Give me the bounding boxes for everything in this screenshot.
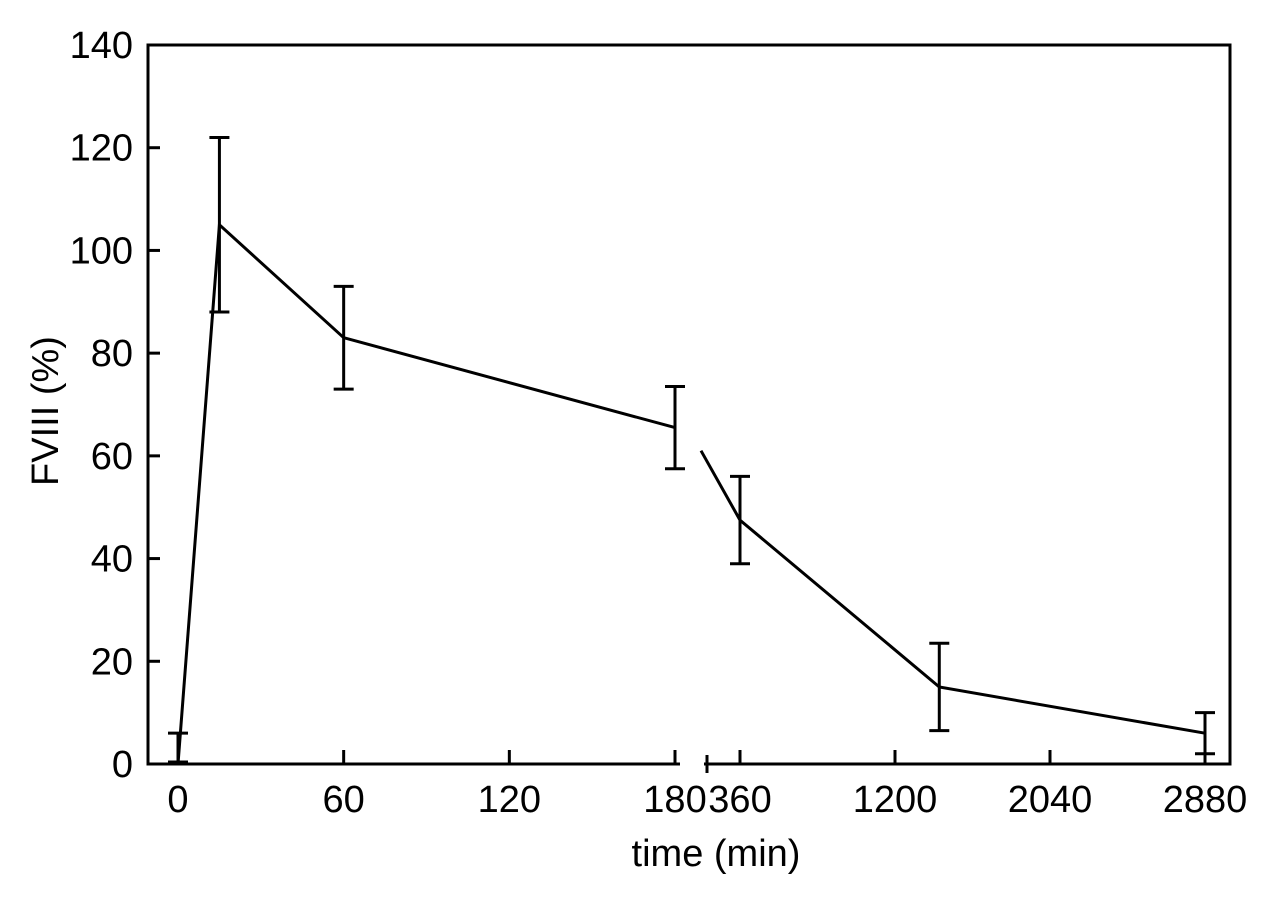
x-tick-label: 360 <box>708 779 771 821</box>
x-tick-label: 2880 <box>1163 779 1248 821</box>
y-tick-label: 60 <box>91 436 133 478</box>
x-tick-label: 1200 <box>853 779 938 821</box>
y-tick-label: 40 <box>91 539 133 581</box>
series-line-segment-2 <box>699 449 1206 735</box>
error-bar <box>209 135 230 314</box>
fviii-series <box>168 135 1215 765</box>
x-tick-label: 0 <box>167 779 188 821</box>
y-tick-label: 140 <box>70 25 133 67</box>
error-bar <box>333 284 354 391</box>
y-axis-label: FVIII (%) <box>25 336 67 486</box>
y-tick-label: 0 <box>112 744 133 786</box>
x-tick-label: 60 <box>323 779 365 821</box>
x-axis: 0 60 120 180 360 1200 2040 2880 <box>167 750 1247 821</box>
series-line-segment-1 <box>176 221 676 765</box>
error-bar <box>730 474 750 566</box>
x-axis-break <box>680 752 709 774</box>
error-bar <box>168 731 188 764</box>
x-tick-label: 180 <box>643 779 706 821</box>
y-tick-label: 20 <box>91 641 133 683</box>
y-tick-label: 100 <box>70 230 133 272</box>
x-tick-label: 2040 <box>1008 779 1093 821</box>
y-tick-label: 80 <box>91 333 133 375</box>
error-bar <box>1195 711 1215 756</box>
x-axis-label: time (min) <box>632 833 801 875</box>
plot-frame <box>146 43 1232 766</box>
error-bar <box>665 385 685 471</box>
y-axis: 0 20 40 60 80 100 120 140 <box>70 25 160 786</box>
x-tick-label: 120 <box>478 779 541 821</box>
y-tick-label: 120 <box>70 128 133 170</box>
error-bar <box>929 641 950 733</box>
